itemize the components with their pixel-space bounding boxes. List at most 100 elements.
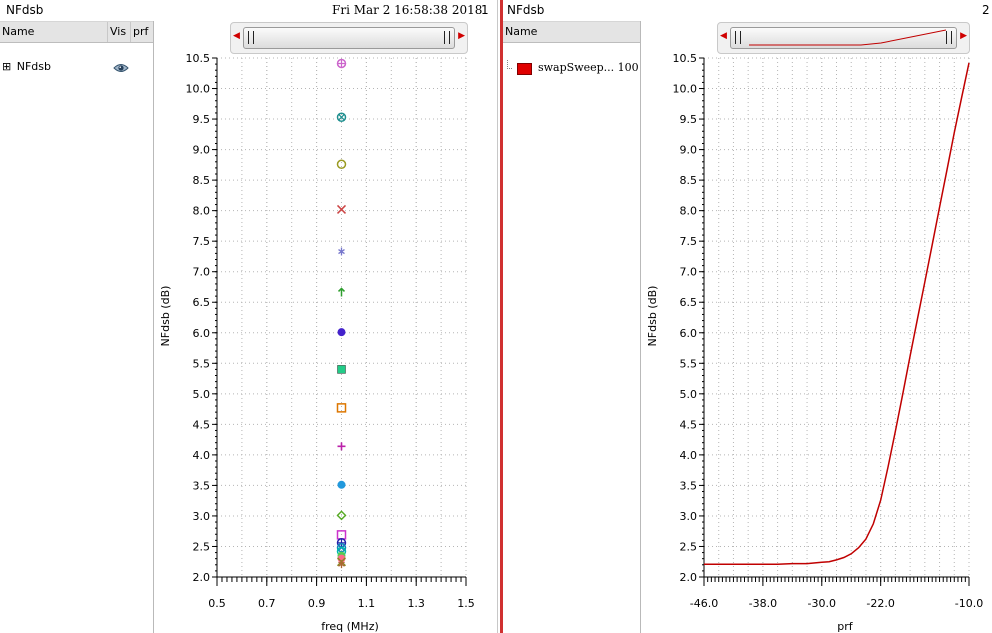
y-axis-label: NFdsb (dB)	[159, 286, 172, 347]
y-tick-label: 9.0	[680, 144, 698, 157]
right-panel-title: NFdsb	[507, 3, 545, 17]
pane-splitter[interactable]	[153, 21, 154, 633]
column-vis[interactable]: Vis	[110, 25, 127, 38]
scroll-thumb[interactable]	[730, 27, 957, 49]
data-point	[336, 112, 347, 122]
y-tick-label: 3.0	[193, 510, 211, 523]
x-scrollbar[interactable]: ◀ ▶	[230, 22, 468, 54]
subwindow-divider[interactable]	[500, 0, 503, 633]
y-tick-label: 6.5	[680, 296, 698, 309]
data-point	[336, 58, 347, 69]
tree-item-label: NFdsb	[16, 60, 51, 73]
column-divider[interactable]	[130, 22, 131, 42]
scroll-right-icon[interactable]: ▶	[458, 31, 465, 41]
y-tick-label: 8.5	[680, 174, 698, 187]
x-tick-label: 1.1	[358, 597, 376, 610]
scroll-handle-left[interactable]	[248, 31, 254, 44]
legend-swatch[interactable]	[517, 63, 532, 75]
y-tick-label: 2.0	[193, 571, 211, 584]
x-axis-label: freq (MHz)	[321, 620, 379, 633]
x-tick-label: 0.7	[258, 597, 276, 610]
column-divider[interactable]	[107, 22, 108, 42]
data-point	[338, 247, 345, 256]
eye-icon[interactable]	[113, 62, 129, 77]
tree-connector	[507, 60, 512, 69]
y-tick-label: 4.0	[193, 449, 211, 462]
x-tick-label: -30.0	[808, 597, 836, 610]
y-tick-label: 10.0	[186, 83, 211, 96]
x-tick-label: 0.9	[308, 597, 326, 610]
y-tick-label: 3.5	[680, 479, 698, 492]
scroll-left-icon[interactable]: ◀	[720, 31, 727, 41]
timestamp: Fri Mar 2 16:58:38 2018	[332, 3, 483, 17]
legend-label[interactable]: swapSweep... 100	[538, 61, 639, 74]
x-tick-label: 0.5	[208, 597, 226, 610]
y-axis-label: NFdsb (dB)	[646, 286, 659, 347]
pane-splitter[interactable]	[640, 21, 641, 633]
y-tick-label: 4.0	[680, 449, 698, 462]
scroll-handle-right[interactable]	[946, 31, 952, 44]
y-tick-label: 10.5	[186, 52, 211, 65]
y-tick-label: 5.5	[193, 357, 211, 370]
y-tick-label: 9.0	[193, 144, 211, 157]
column-prf[interactable]: prf	[133, 25, 149, 38]
x-tick-label: -46.0	[690, 597, 718, 610]
left-chart: NFdsb (dB) freq (MHz) 2.0 2.5 3.0 3.5 4.0 4.5…	[159, 52, 475, 633]
column-name[interactable]: Name	[505, 25, 538, 38]
line-plot-area[interactable]: 2.0 2.5 3.0 3.5 4.0 4.5 5.0 5.5 6.0 6.5 7.0 7.5 8.0 8…	[673, 52, 984, 610]
trace-list-header: Name Vis prf	[0, 21, 153, 43]
data-point	[337, 480, 346, 489]
y-tick-label: 10.5	[673, 52, 698, 65]
y-tick-label: 4.5	[680, 418, 698, 431]
data-point	[338, 560, 345, 569]
scatter-plot-area[interactable]: 2.0 2.5 3.0 3.5 4.0 4.5 5.0 5.5 6.0 6.5 7.0 7.5 8.0 8…	[186, 52, 475, 610]
y-tick-label: 2.0	[680, 571, 698, 584]
subwindow-number-right: 2	[982, 3, 990, 17]
subwindow-number: 1	[481, 3, 489, 17]
y-tick-label: 7.0	[193, 266, 211, 279]
x-tick-label: 1.5	[457, 597, 475, 610]
data-point	[336, 159, 347, 169]
x-tick-label: -22.0	[866, 597, 894, 610]
tree-expander-icon[interactable]: ⊞	[2, 60, 12, 73]
y-tick-label: 9.5	[680, 113, 698, 126]
y-tick-label: 6.5	[193, 296, 211, 309]
scroll-handle-right[interactable]	[444, 31, 450, 44]
y-tick-label: 2.5	[680, 540, 698, 553]
scroll-left-icon[interactable]: ◀	[233, 31, 240, 41]
y-tick-label: 7.5	[680, 235, 698, 248]
x-tick-label: 1.3	[407, 597, 425, 610]
data-point	[337, 442, 346, 451]
y-tick-label: 7.5	[193, 235, 211, 248]
scroll-right-icon[interactable]: ▶	[960, 31, 967, 41]
data-point	[337, 287, 346, 297]
y-tick-label: 6.0	[680, 327, 698, 340]
x-scrollbar-right[interactable]: ◀ ▶	[717, 22, 970, 54]
data-point	[337, 365, 346, 374]
data-point	[337, 328, 346, 337]
y-tick-label: 3.0	[680, 510, 698, 523]
trace-list-header-right: Name	[503, 21, 640, 43]
y-tick-label: 4.5	[193, 418, 211, 431]
subwindow-border	[497, 0, 498, 633]
scroll-thumb[interactable]	[243, 27, 455, 49]
scroll-handle-left[interactable]	[735, 31, 741, 44]
x-tick-label: -38.0	[749, 597, 777, 610]
y-tick-label: 7.0	[680, 266, 698, 279]
data-point	[336, 403, 347, 413]
right-chart: NFdsb (dB) prf 2.0 2.5 3.0 3.5 4.0 4.5 5.0 5.5 6…	[646, 52, 984, 633]
y-tick-label: 6.0	[193, 327, 211, 340]
y-tick-label: 3.5	[193, 479, 211, 492]
data-point	[336, 204, 347, 214]
y-tick-label: 5.0	[193, 388, 211, 401]
x-tick-label: -10.0	[955, 597, 983, 610]
overview-trace	[749, 29, 947, 46]
y-tick-label: 9.5	[193, 113, 211, 126]
tree-item-nfdsb[interactable]: ⊞ NFdsb	[2, 60, 51, 73]
column-name[interactable]: Name	[2, 25, 35, 38]
data-point	[336, 510, 347, 521]
y-tick-label: 2.5	[193, 540, 211, 553]
y-tick-label: 5.0	[680, 388, 698, 401]
left-panel-title: NFdsb	[6, 3, 44, 17]
y-tick-label: 10.0	[673, 83, 698, 96]
